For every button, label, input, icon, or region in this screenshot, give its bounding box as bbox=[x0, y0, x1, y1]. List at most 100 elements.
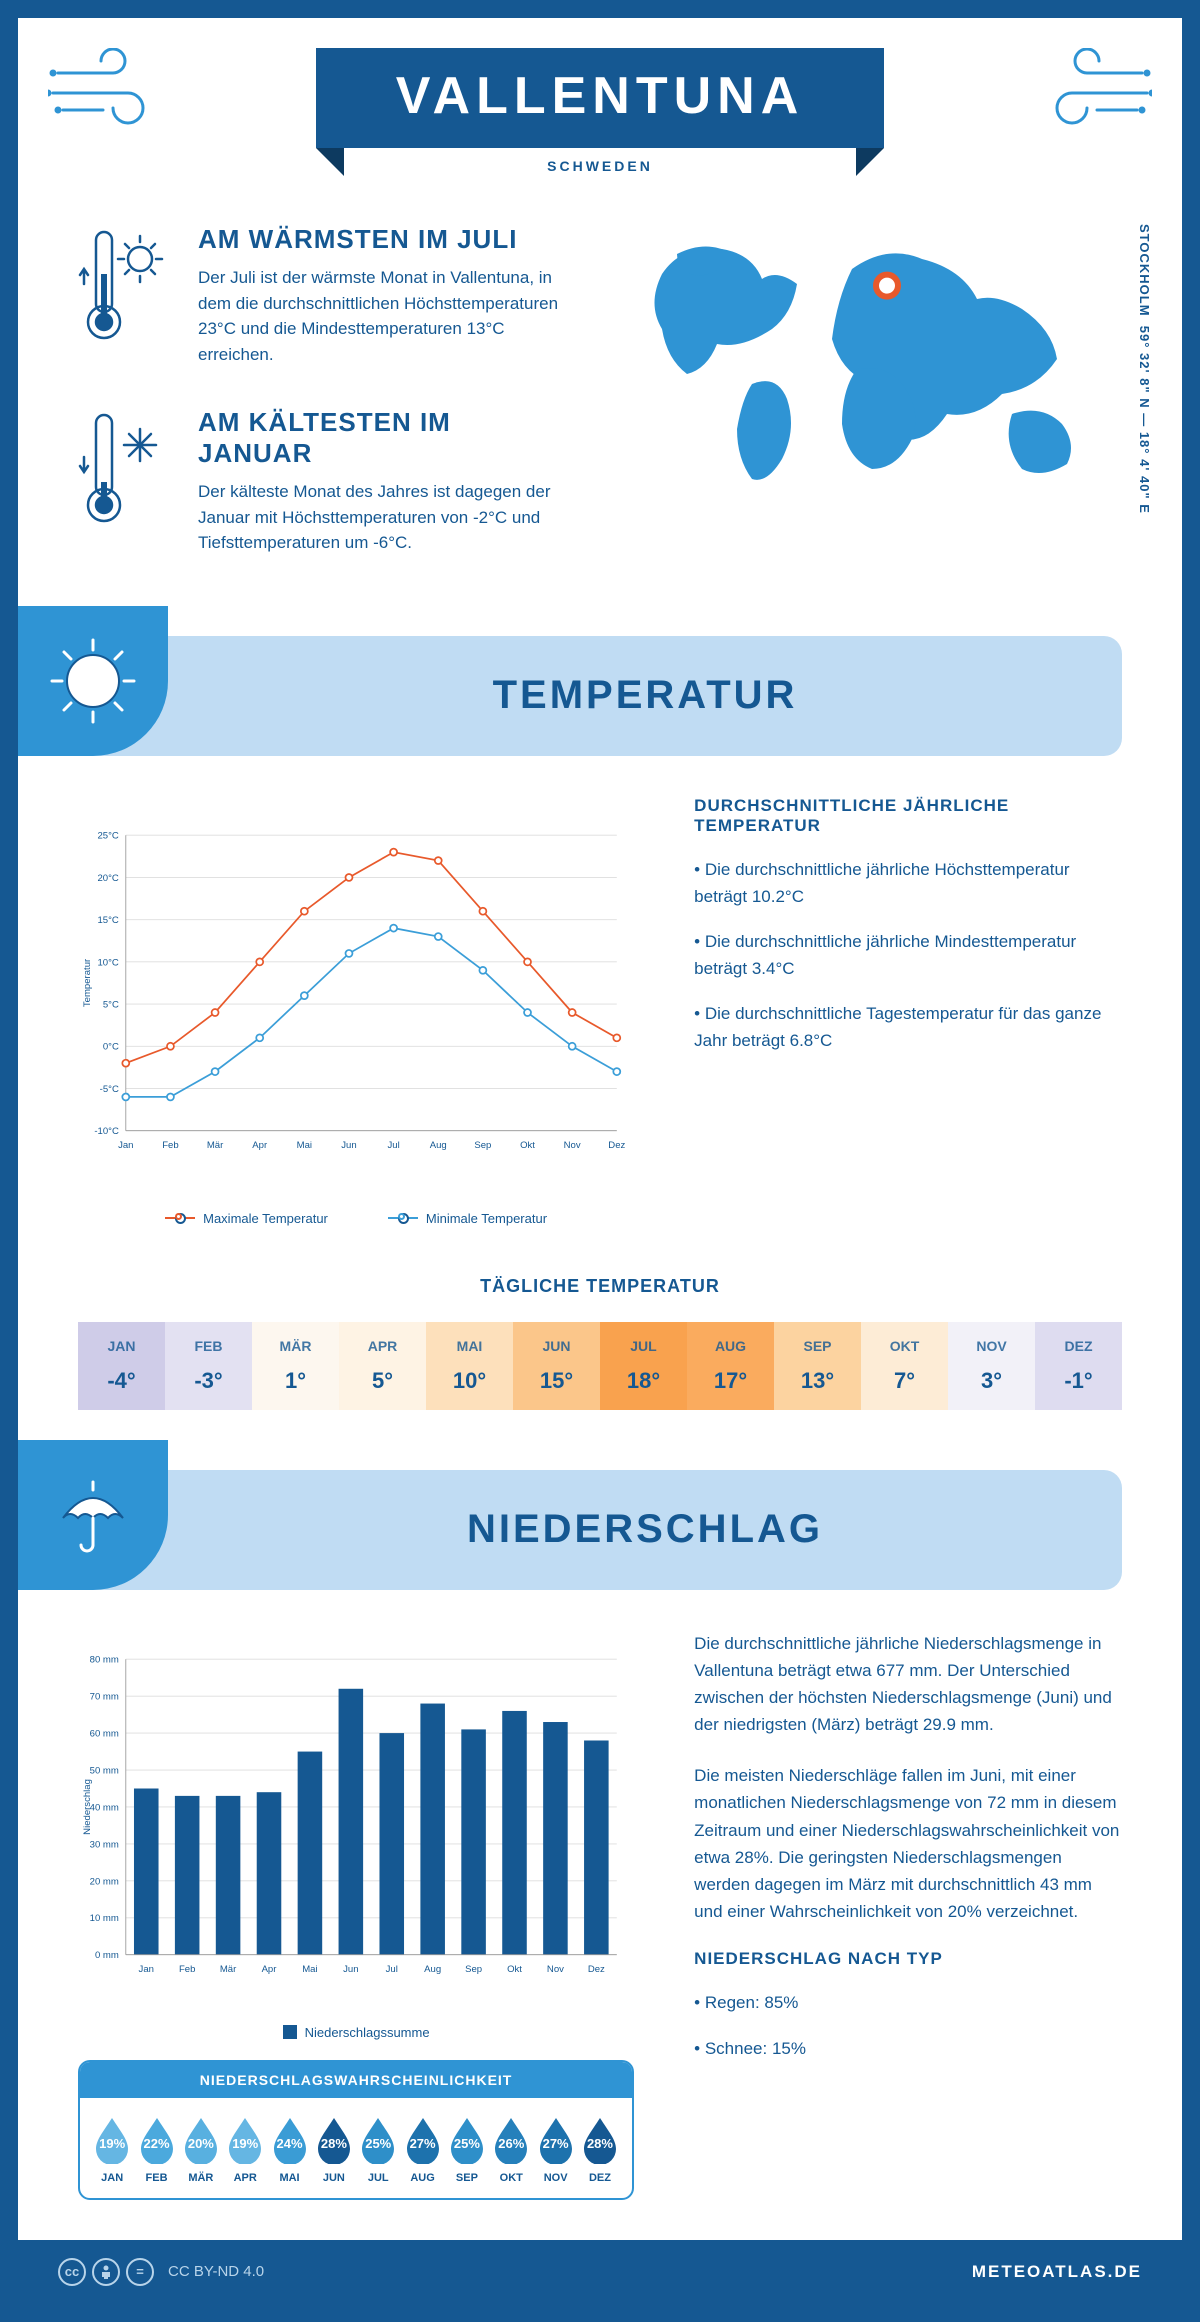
svg-text:-5°C: -5°C bbox=[100, 1083, 119, 1094]
temp-info-heading: DURCHSCHNITTLICHE JÄHRLICHE TEMPERATUR bbox=[694, 796, 1122, 836]
legend-min-label: Minimale Temperatur bbox=[426, 1211, 547, 1226]
svg-text:Aug: Aug bbox=[424, 1964, 441, 1975]
svg-text:Jan: Jan bbox=[118, 1140, 133, 1151]
precipitation-bar-chart: 0 mm10 mm20 mm30 mm40 mm50 mm60 mm70 mm8… bbox=[78, 1630, 634, 2040]
svg-text:Dez: Dez bbox=[588, 1964, 605, 1975]
svg-text:Feb: Feb bbox=[179, 1964, 195, 1975]
svg-text:Mai: Mai bbox=[297, 1140, 312, 1151]
svg-text:Apr: Apr bbox=[252, 1140, 268, 1151]
svg-text:10 mm: 10 mm bbox=[90, 1913, 119, 1924]
precip-type-bullet: • Regen: 85% bbox=[694, 1989, 1122, 2016]
daily-cell: AUG17° bbox=[687, 1322, 774, 1410]
svg-text:Okt: Okt bbox=[520, 1140, 535, 1151]
precip-section-header: NIEDERSCHLAG bbox=[18, 1470, 1122, 1590]
prob-cell: 19%JAN bbox=[90, 2116, 134, 2184]
svg-text:Jan: Jan bbox=[139, 1964, 154, 1975]
svg-text:Temperatur: Temperatur bbox=[82, 958, 93, 1007]
wind-icon bbox=[1032, 48, 1152, 138]
cold-fact: AM KÄLTESTEN IM JANUAR Der kälteste Mona… bbox=[78, 407, 572, 556]
svg-text:50 mm: 50 mm bbox=[90, 1765, 119, 1776]
sun-icon bbox=[18, 606, 168, 756]
daily-cell: JUL18° bbox=[600, 1322, 687, 1410]
cc-icons: cc = bbox=[58, 2258, 154, 2286]
svg-text:20°C: 20°C bbox=[98, 872, 119, 883]
intro-row: AM WÄRMSTEN IM JULI Der Juli ist der wär… bbox=[18, 224, 1182, 636]
temp-bullet: • Die durchschnittliche jährliche Höchst… bbox=[694, 856, 1122, 910]
wind-icon bbox=[48, 48, 168, 138]
precip-paragraph: Die durchschnittliche jährliche Niedersc… bbox=[694, 1630, 1122, 1739]
svg-text:Feb: Feb bbox=[162, 1140, 178, 1151]
daily-cell: JAN-4° bbox=[78, 1322, 165, 1410]
temp-bullet: • Die durchschnittliche jährliche Mindes… bbox=[694, 928, 1122, 982]
brand-label: METEOATLAS.DE bbox=[972, 2262, 1142, 2282]
daily-cell: DEZ-1° bbox=[1035, 1322, 1122, 1410]
svg-text:30 mm: 30 mm bbox=[90, 1839, 119, 1850]
svg-text:60 mm: 60 mm bbox=[90, 1728, 119, 1739]
prob-cell: 19%APR bbox=[223, 2116, 267, 2184]
svg-text:Nov: Nov bbox=[547, 1964, 564, 1975]
svg-text:Dez: Dez bbox=[608, 1140, 625, 1151]
cc-icon: cc bbox=[58, 2258, 86, 2286]
prob-cell: 22%FEB bbox=[134, 2116, 178, 2184]
svg-text:15°C: 15°C bbox=[98, 915, 119, 926]
svg-text:Sep: Sep bbox=[465, 1964, 482, 1975]
svg-text:-10°C: -10°C bbox=[94, 1126, 119, 1137]
daily-cell: NOV3° bbox=[948, 1322, 1035, 1410]
prob-cell: 26%OKT bbox=[489, 2116, 533, 2184]
coordinates: STOCKHOLM 59° 32' 8" N — 18° 4' 40" E bbox=[1137, 224, 1152, 514]
temperature-line-chart: -10°C-5°C0°C5°C10°C15°C20°C25°CJanFebMär… bbox=[78, 796, 634, 1226]
svg-text:Aug: Aug bbox=[430, 1140, 447, 1151]
svg-text:5°C: 5°C bbox=[103, 999, 119, 1010]
legend-precip-label: Niederschlagssumme bbox=[305, 2025, 430, 2040]
precip-probability-box: NIEDERSCHLAGSWAHRSCHEINLICHKEIT 19%JAN22… bbox=[78, 2060, 634, 2200]
prob-cell: 27%AUG bbox=[400, 2116, 444, 2184]
prob-cell: 25%SEP bbox=[445, 2116, 489, 2184]
svg-text:Jul: Jul bbox=[386, 1964, 398, 1975]
license-text: CC BY-ND 4.0 bbox=[168, 2263, 264, 2280]
precip-paragraph: Die meisten Niederschläge fallen im Juni… bbox=[694, 1762, 1122, 1925]
country-subtitle: SCHWEDEN bbox=[18, 158, 1182, 174]
daily-cell: OKT7° bbox=[861, 1322, 948, 1410]
daily-cell: FEB-3° bbox=[165, 1322, 252, 1410]
precip-legend: Niederschlagssumme bbox=[78, 2025, 634, 2040]
precip-title: NIEDERSCHLAG bbox=[168, 1507, 1122, 1552]
svg-text:Nov: Nov bbox=[564, 1140, 581, 1151]
svg-text:Mär: Mär bbox=[220, 1964, 237, 1975]
daily-cell: SEP13° bbox=[774, 1322, 861, 1410]
warm-text: Der Juli ist der wärmste Monat in Vallen… bbox=[198, 265, 572, 367]
daily-temp-table: JAN-4°FEB-3°MÄR1°APR5°MAI10°JUN15°JUL18°… bbox=[78, 1322, 1122, 1410]
prob-cell: 27%NOV bbox=[533, 2116, 577, 2184]
svg-text:0°C: 0°C bbox=[103, 1041, 119, 1052]
temp-section-header: TEMPERATUR bbox=[18, 636, 1122, 756]
svg-text:Jun: Jun bbox=[341, 1140, 356, 1151]
prob-cell: 25%JUL bbox=[356, 2116, 400, 2184]
svg-text:0 mm: 0 mm bbox=[95, 1950, 119, 1961]
header: VALLENTUNA SCHWEDEN bbox=[18, 18, 1182, 224]
prob-cell: 20%MÄR bbox=[179, 2116, 223, 2184]
svg-text:10°C: 10°C bbox=[98, 957, 119, 968]
umbrella-icon bbox=[18, 1440, 168, 1590]
world-map bbox=[622, 224, 1122, 504]
daily-cell: MAI10° bbox=[426, 1322, 513, 1410]
prob-cell: 28%DEZ bbox=[578, 2116, 622, 2184]
svg-text:Okt: Okt bbox=[507, 1964, 522, 1975]
svg-text:Jul: Jul bbox=[388, 1140, 400, 1151]
prob-cell: 24%MAI bbox=[267, 2116, 311, 2184]
cc-nd-icon: = bbox=[126, 2258, 154, 2286]
temp-bullet: • Die durchschnittliche Tagestemperatur … bbox=[694, 1000, 1122, 1054]
warm-title: AM WÄRMSTEN IM JULI bbox=[198, 224, 572, 255]
city-title: VALLENTUNA bbox=[316, 48, 885, 148]
cc-by-icon bbox=[92, 2258, 120, 2286]
svg-text:25°C: 25°C bbox=[98, 830, 119, 841]
temp-legend: Maximale Temperatur Minimale Temperatur bbox=[78, 1211, 634, 1226]
prob-heading: NIEDERSCHLAGSWAHRSCHEINLICHKEIT bbox=[80, 2062, 632, 2098]
daily-cell: MÄR1° bbox=[252, 1322, 339, 1410]
svg-text:20 mm: 20 mm bbox=[90, 1876, 119, 1887]
precip-type-heading: NIEDERSCHLAG NACH TYP bbox=[694, 1949, 1122, 1969]
thermometer-sun-icon bbox=[78, 224, 168, 367]
precip-type-bullet: • Schnee: 15% bbox=[694, 2035, 1122, 2062]
daily-cell: JUN15° bbox=[513, 1322, 600, 1410]
temp-title: TEMPERATUR bbox=[168, 673, 1122, 718]
svg-text:40 mm: 40 mm bbox=[90, 1802, 119, 1813]
thermometer-snow-icon bbox=[78, 407, 168, 556]
